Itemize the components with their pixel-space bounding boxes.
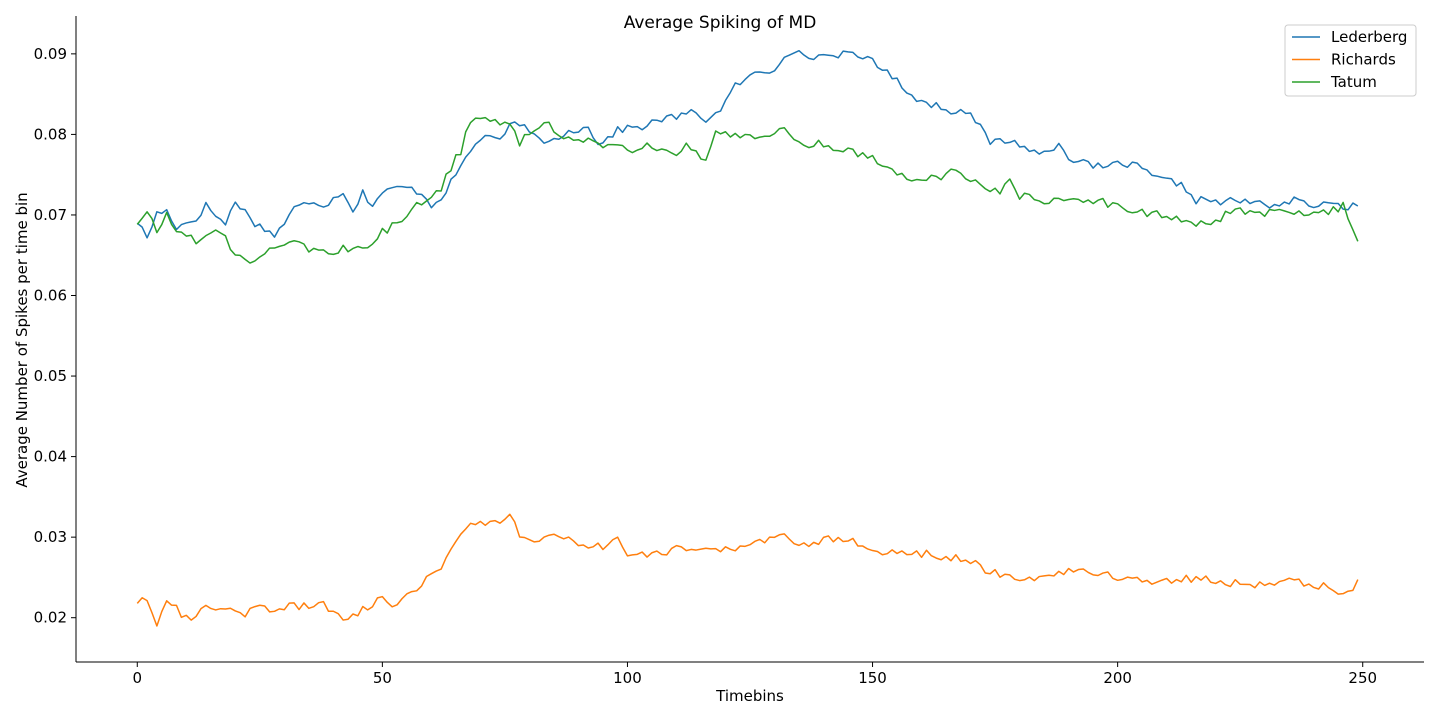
x-tick-label: 150 xyxy=(858,669,887,687)
y-tick-label: 0.04 xyxy=(34,448,67,466)
x-axis-label: Timebins xyxy=(715,687,784,705)
plot-lines xyxy=(136,49,1359,627)
x-tick-label: 250 xyxy=(1348,669,1377,687)
y-tick-label: 0.05 xyxy=(34,367,67,385)
legend-label-tatum: Tatum xyxy=(1330,73,1377,91)
y-tick-label: 0.09 xyxy=(34,45,67,63)
x-tick-label: 200 xyxy=(1103,669,1132,687)
y-tick-label: 0.02 xyxy=(34,609,67,627)
series-line-lederberg xyxy=(136,49,1359,239)
y-axis-ticks: 0.02 0.03 0.04 0.05 0.06 0.07 0.08 0.09 xyxy=(34,45,76,627)
y-tick-label: 0.03 xyxy=(34,528,67,546)
x-tick-label: 0 xyxy=(132,669,142,687)
y-tick-label: 0.08 xyxy=(34,125,67,143)
series-line-richards xyxy=(136,513,1359,627)
legend-label-richards: Richards xyxy=(1331,51,1396,69)
x-tick-label: 50 xyxy=(373,669,392,687)
legend-label-lederberg: Lederberg xyxy=(1331,28,1407,46)
chart-title: Average Spiking of MD xyxy=(624,13,817,33)
x-axis-ticks: 0 50 100 150 200 250 xyxy=(132,662,1377,687)
x-tick-label: 100 xyxy=(613,669,642,687)
series-line-tatum xyxy=(136,116,1359,264)
legend-frame xyxy=(1284,24,1417,97)
y-tick-label: 0.07 xyxy=(34,206,67,224)
y-axis-label: Average Number of Spikes per time bin xyxy=(13,192,31,487)
legend: Lederberg Richards Tatum xyxy=(1284,24,1417,97)
y-tick-label: 0.06 xyxy=(34,287,67,305)
